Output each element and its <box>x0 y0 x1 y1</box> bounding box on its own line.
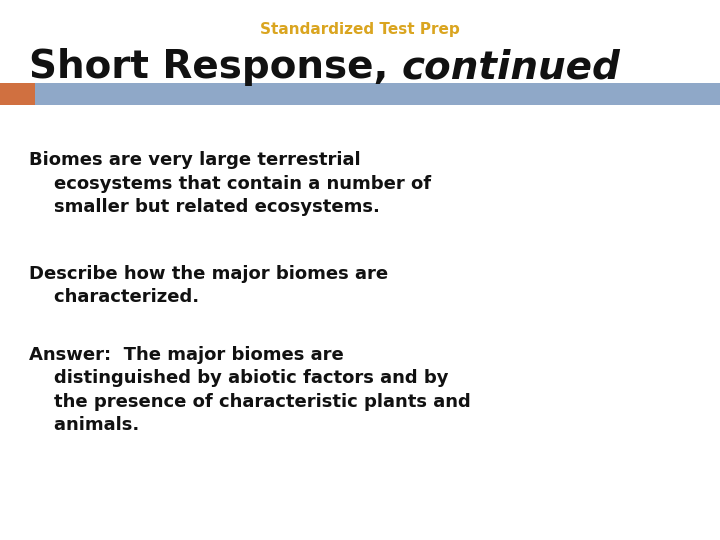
Text: Standardized Test Prep: Standardized Test Prep <box>260 22 460 37</box>
Bar <box>0 83 35 105</box>
Text: Answer:  The major biomes are
    distinguished by abiotic factors and by
    th: Answer: The major biomes are distinguish… <box>29 346 471 434</box>
Text: continued: continued <box>402 49 621 86</box>
Text: Biomes are very large terrestrial
    ecosystems that contain a number of
    sm: Biomes are very large terrestrial ecosys… <box>29 151 431 217</box>
Text: Describe how the major biomes are
    characterized.: Describe how the major biomes are charac… <box>29 265 388 306</box>
Bar <box>0 83 720 105</box>
Text: Short Response,: Short Response, <box>29 49 402 86</box>
